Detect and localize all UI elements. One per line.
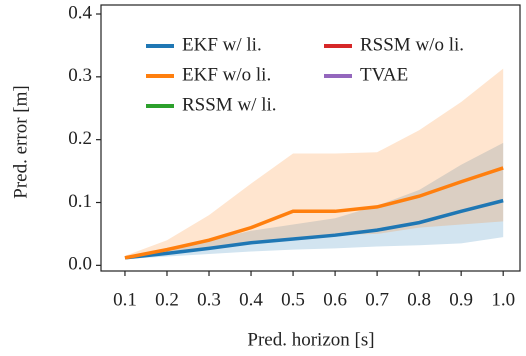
legend-label: RSSM w/o li. — [360, 34, 464, 55]
x-tick-label: 0.1 — [113, 289, 137, 310]
x-tick-label: 0.9 — [449, 289, 473, 310]
x-tick-label: 0.5 — [281, 289, 305, 310]
x-tick-label: 0.2 — [155, 289, 179, 310]
x-tick-label: 1.0 — [491, 289, 515, 310]
legend-label: TVAE — [360, 64, 408, 85]
x-axis-label: Pred. horizon [s] — [247, 329, 374, 350]
legend-label: EKF w/ li. — [182, 34, 262, 55]
x-tick-label: 0.8 — [407, 289, 431, 310]
x-tick-label: 0.6 — [323, 289, 347, 310]
line — [124, 166, 504, 260]
y-tick-label: 0.0 — [68, 254, 92, 275]
legend-label: RSSM w/ li. — [182, 94, 277, 115]
legend-label: EKF w/o li. — [182, 64, 271, 85]
y-tick-label: 0.2 — [68, 128, 92, 149]
y-tick-label: 0.3 — [68, 65, 92, 86]
x-tick-label: 0.4 — [239, 289, 263, 310]
x-tick-label: 0.3 — [197, 289, 221, 310]
error-band — [124, 68, 504, 260]
y-axis-label: Pred. error [m] — [10, 85, 31, 198]
y-tick-label: 0.1 — [68, 191, 92, 212]
y-tick-label: 0.4 — [68, 2, 92, 23]
line — [124, 198, 504, 260]
x-tick-label: 0.7 — [365, 289, 389, 310]
plot-frame — [100, 4, 521, 272]
error-band — [124, 142, 504, 260]
